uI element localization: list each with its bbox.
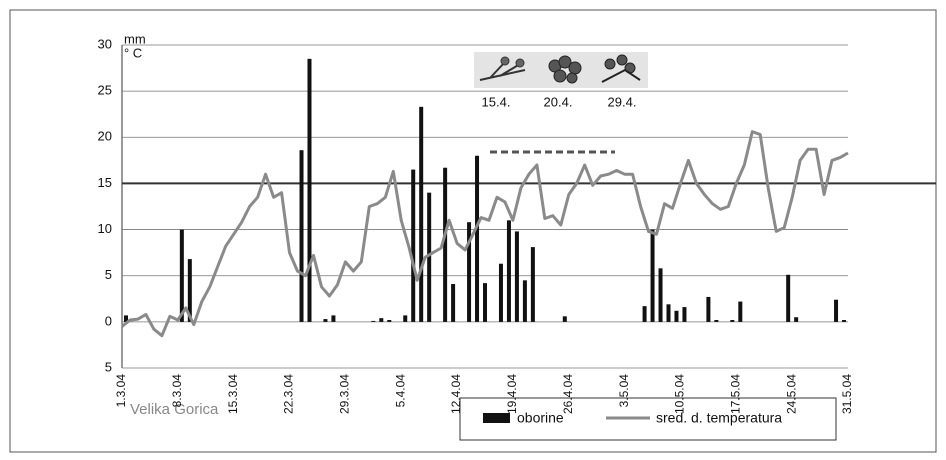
bar <box>371 321 375 322</box>
x-tick-label: 10.5.04 <box>673 374 687 414</box>
x-tick-label: 5.4.04 <box>393 374 407 408</box>
bar <box>714 320 718 322</box>
bar <box>507 220 511 322</box>
y-tick-label: 5 <box>105 359 112 374</box>
bar <box>667 304 671 322</box>
y-tick-label: 25 <box>98 83 112 98</box>
bar <box>387 320 391 322</box>
bar <box>563 316 567 322</box>
x-tick-label: 19.4.04 <box>505 374 519 414</box>
x-tick-label: 8.3.04 <box>170 374 184 408</box>
bar <box>443 168 447 322</box>
bar <box>531 247 535 322</box>
bar <box>483 283 487 322</box>
x-tick-label: 24.5.04 <box>784 374 798 414</box>
bar <box>411 170 415 322</box>
bar <box>834 300 838 322</box>
bar <box>786 275 790 322</box>
y-tick-label: 10 <box>98 221 112 236</box>
unit-label: mm <box>124 31 146 46</box>
bar <box>643 306 647 322</box>
bar <box>323 319 327 322</box>
y-tick-label: 15 <box>98 175 112 190</box>
x-tick-label: 3.5.04 <box>617 374 631 408</box>
bar <box>659 268 663 322</box>
bar <box>451 284 455 322</box>
x-tick-label: 12.4.04 <box>449 374 463 414</box>
bar <box>682 307 686 322</box>
legend-label: oborine <box>517 410 564 426</box>
bar <box>730 320 734 322</box>
legend-swatch <box>483 413 510 423</box>
bar <box>403 315 407 321</box>
chart: mm ° C 15.4. 20.4. 29.4. Velika Gorica 5… <box>0 0 946 460</box>
y-tick-label: 20 <box>98 129 112 144</box>
flower-images <box>474 52 648 88</box>
x-tick-label: 22.3.04 <box>282 374 296 414</box>
y-tick-label: 30 <box>98 36 112 51</box>
bar <box>379 318 383 322</box>
date-annotation: 20.4. <box>544 94 573 109</box>
x-tick-label: 26.4.04 <box>561 374 575 414</box>
date-annotation: 15.4. <box>482 94 511 109</box>
bar <box>523 280 527 322</box>
bar <box>180 230 184 322</box>
bar <box>651 230 655 322</box>
bar <box>475 156 479 322</box>
bar <box>794 317 798 322</box>
bar <box>300 150 304 322</box>
y-tick-label: 5 <box>105 267 112 282</box>
x-tick-label: 1.3.04 <box>114 374 128 408</box>
date-annotation: 29.4. <box>608 94 637 109</box>
bar <box>674 311 678 322</box>
y-tick-label: 0 <box>105 313 112 328</box>
x-tick-label: 15.3.04 <box>226 374 240 414</box>
bar <box>515 231 519 321</box>
bar <box>738 302 742 322</box>
bar <box>419 107 423 322</box>
x-tick-label: 31.5.04 <box>840 374 854 414</box>
bar <box>842 320 846 322</box>
bar <box>307 59 311 322</box>
x-tick-label: 29.3.04 <box>338 374 352 414</box>
bar <box>331 315 335 321</box>
unit-label: ° C <box>124 45 142 60</box>
x-tick-label: 17.5.04 <box>728 374 742 414</box>
legend-label: sred. d. temperatura <box>656 410 782 426</box>
bar <box>499 264 503 322</box>
bar <box>706 297 710 322</box>
